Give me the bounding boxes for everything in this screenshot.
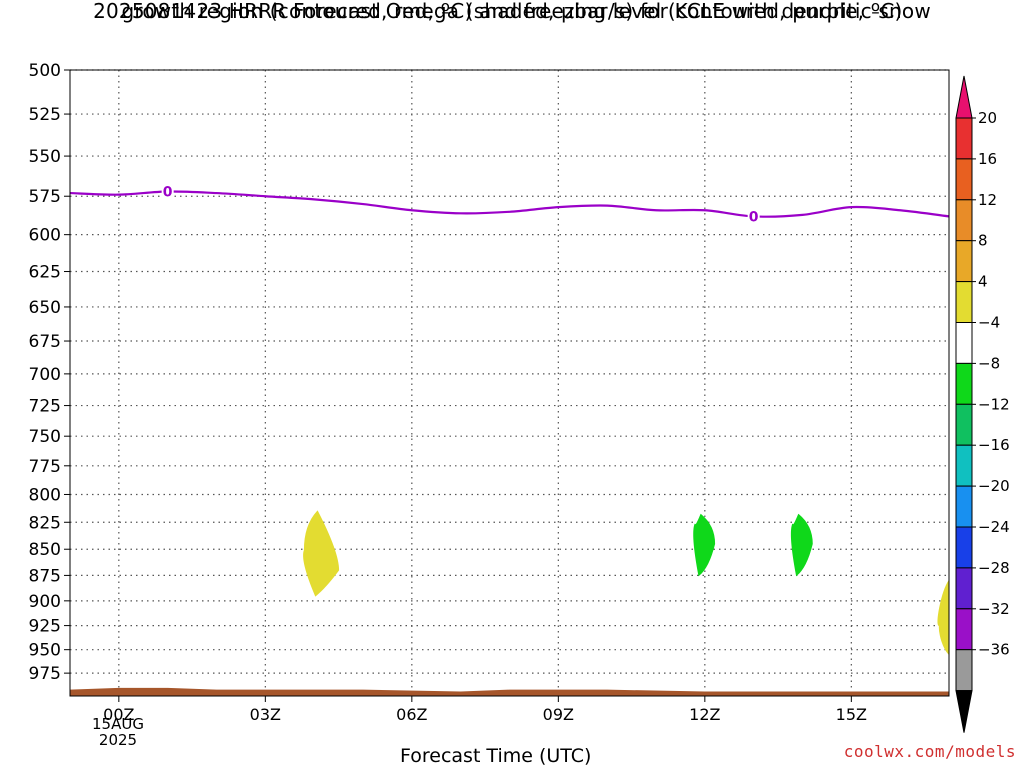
freezing-level-contour: 00: [70, 183, 949, 225]
x-tick-label: 12Z: [689, 705, 720, 724]
x-tick-label: 09Z: [543, 705, 574, 724]
y-tick-label: 775: [29, 457, 61, 477]
y-tick-label: 600: [29, 226, 61, 246]
date-day-label: 15AUG: [92, 715, 144, 733]
y-tick-label: 525: [29, 105, 61, 125]
colorbar: 20 16 12 8 4 −4 −8 −12 −16 −20 −24 −28 −32 −36: [955, 75, 1010, 733]
omega-shaded-region: [303, 510, 340, 597]
colorbar-segment: [955, 281, 973, 324]
colorbar-top-arrow: [955, 75, 973, 119]
chart-title-line-2: growth region (contoured, red, ºC) and f…: [121, 0, 903, 23]
colorbar-tick-label: −20: [978, 477, 1010, 495]
contour-label-bg: [747, 208, 760, 225]
x-tick-label: 00Z: [103, 705, 134, 724]
x-tick-label: 15Z: [836, 705, 867, 724]
grid-lines: [70, 69, 949, 696]
colorbar-tick-label: 16: [978, 150, 997, 168]
ground-layer: [70, 687, 949, 696]
omega-shaded-region: [937, 579, 949, 656]
x-tick-label: 03Z: [250, 705, 281, 724]
colorbar-segment: [955, 199, 973, 242]
x-axis-title: Forecast Time (UTC): [400, 745, 592, 767]
colorbar-tick-label: −24: [978, 518, 1010, 536]
colorbar-segment: [955, 117, 973, 160]
y-tick-label: 850: [29, 540, 61, 560]
y-tick-label: 825: [29, 513, 61, 533]
colorbar-tick-label: 4: [978, 273, 988, 291]
chart-title-line-1: 2025081423 HRRR Forecast Omega (shaded, …: [93, 0, 931, 23]
colorbar-tick-label: 12: [978, 191, 997, 209]
y-tick-label: 725: [29, 397, 61, 417]
x-tick-label: 06Z: [396, 705, 427, 724]
colorbar-segment: [955, 567, 973, 610]
y-tick-label: 950: [29, 641, 61, 661]
colorbar-tick-label: 8: [978, 232, 988, 250]
colorbar-tick-label: 20: [978, 109, 997, 127]
omega-shading: [303, 510, 949, 656]
colorbar-tick-label: −4: [978, 314, 1000, 332]
y-tick-label: 575: [29, 187, 61, 207]
colorbar-tick-label: −8: [978, 354, 1000, 372]
freezing-level-line: [70, 190, 949, 218]
colorbar-tick-label: −12: [978, 395, 1010, 413]
credit-link[interactable]: coolwx.com/models: [843, 742, 1016, 761]
y-tick-label: 675: [29, 332, 61, 352]
y-tick-label: 500: [29, 61, 61, 81]
freezing-level-label: 0: [749, 209, 759, 225]
freezing-level-label: 0: [163, 184, 173, 200]
colorbar-segment: [955, 362, 973, 405]
y-tick-label: 550: [29, 147, 61, 167]
y-tick-label: 650: [29, 298, 61, 318]
colorbar-bottom-arrow: [955, 690, 973, 733]
y-tick-label: 700: [29, 365, 61, 385]
colorbar-tick-label: −16: [978, 436, 1010, 454]
plot-frame: [69, 69, 950, 697]
colorbar-segment: [955, 240, 973, 283]
y-tick-label: 925: [29, 617, 61, 637]
colorbar-segment: [955, 403, 973, 446]
colorbar-segment: [955, 608, 973, 651]
y-tick-label: 800: [29, 485, 61, 505]
y-tick-label: 750: [29, 427, 61, 447]
y-tick-label: 875: [29, 566, 61, 586]
contour-label-bg: [161, 183, 174, 200]
colorbar-tick-label: −32: [978, 600, 1010, 618]
y-tick-label: 900: [29, 592, 61, 612]
colorbar-segment: [955, 485, 973, 528]
colorbar-tick-label: −36: [978, 641, 1010, 659]
colorbar-segment: [955, 444, 973, 487]
y-tick-label: 625: [29, 263, 61, 283]
omega-shaded-region: [790, 513, 813, 577]
colorbar-tick-label: −28: [978, 559, 1010, 577]
ground-terrain: [70, 687, 949, 696]
colorbar-segment: [955, 649, 973, 692]
colorbar-segment: [955, 158, 973, 201]
colorbar-segment: [955, 526, 973, 569]
y-tick-label: 975: [29, 664, 61, 684]
colorbar-segment: [955, 322, 973, 364]
date-label: 15AUG 2025: [88, 716, 148, 748]
date-year-label: 2025: [98, 731, 138, 749]
axes: 500 525 550 575 600 625 650 675 700 725 750 775 800 8…: [29, 61, 950, 724]
omega-shaded-region: [693, 513, 716, 577]
